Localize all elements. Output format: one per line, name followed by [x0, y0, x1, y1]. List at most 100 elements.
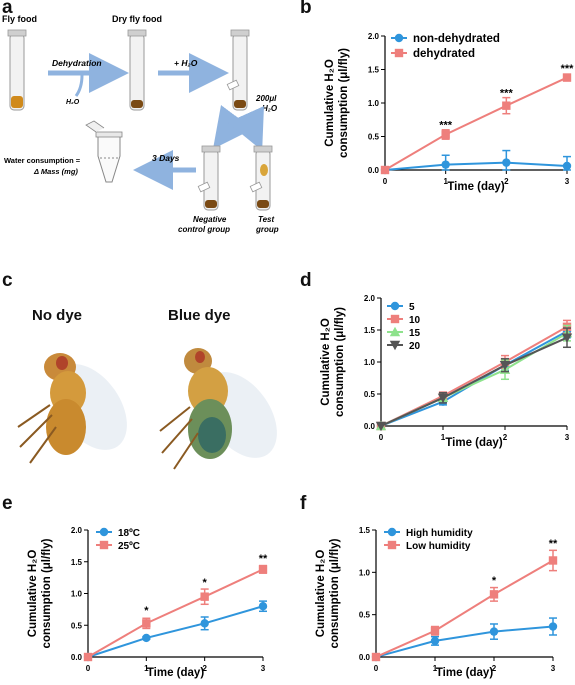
- y-axis-label-line1: Cumulative H₂O: [315, 550, 327, 638]
- data-point: [489, 627, 499, 636]
- data-point: [499, 361, 511, 371]
- data-point: [380, 165, 390, 175]
- data-point: [562, 73, 572, 82]
- legend-marker: [394, 33, 404, 43]
- x-tick-label: 2: [492, 664, 497, 673]
- x-tick-label: 0: [86, 664, 91, 673]
- label-no-dye: No dye: [32, 307, 83, 324]
- significance-mark: *: [492, 575, 497, 587]
- data-point: [258, 602, 268, 611]
- label-negative-1: Negative: [193, 215, 227, 224]
- x-tick-label: 1: [433, 664, 438, 673]
- tube-negative-control: [197, 145, 221, 211]
- data-point: [375, 421, 387, 432]
- schematic-diagram: Fly food Dehydration H₂O Dry fly food + …: [2, 14, 279, 234]
- y-tick-label: 1.5: [359, 526, 371, 535]
- y-axis-label-line2: consumption (μl/fly): [338, 48, 350, 158]
- y-tick-label: 1.0: [359, 568, 371, 577]
- label-plus-h2o: + H₂O: [174, 58, 198, 68]
- y-tick-label: 1.5: [71, 558, 83, 567]
- y-tick-label: 0.0: [368, 166, 380, 175]
- data-point: [430, 636, 440, 646]
- data-point: [200, 592, 209, 601]
- fly-no-dye-photo: [17, 353, 127, 464]
- data-point: [371, 652, 381, 662]
- data-point: [548, 622, 558, 631]
- y-tick-label: 1.0: [364, 358, 376, 367]
- legend-label: 25ºC: [118, 541, 140, 552]
- data-point: [548, 556, 558, 565]
- panel-label-c: c: [2, 270, 13, 291]
- series-line-20: [380, 336, 568, 427]
- y-tick-label: 0.0: [71, 653, 83, 662]
- legend-marker: [390, 314, 400, 324]
- x-axis-label: Time (day): [447, 181, 504, 193]
- chart-e: 0.0 0.5 1.0 1.5 2.0 0 1 2 3 Time (day) Cumulative …: [27, 526, 268, 679]
- legend-marker: [99, 527, 109, 537]
- chart-b: 0.0 0.5 1.0 1.5 2.0 0 1 2 3 Time (day) Cumulative …: [324, 32, 575, 193]
- series-line-non-dehydrated: [384, 161, 568, 171]
- series-line-25ºC: [87, 568, 264, 658]
- legend-marker: [389, 326, 401, 337]
- data-point: [258, 565, 268, 574]
- data-point: [502, 158, 511, 167]
- x-tick-label: 2: [202, 664, 207, 673]
- legend-marker: [99, 540, 109, 550]
- significance-mark: **: [549, 538, 558, 550]
- significance-mark: ***: [439, 119, 453, 131]
- data-point: [441, 130, 450, 139]
- label-three-days: 3 Days: [152, 153, 180, 163]
- y-axis-label-line2: consumption (μl/fly): [41, 538, 53, 648]
- y-axis-label-line1: Cumulative H₂O: [27, 550, 39, 638]
- legend-label: non-dehydrated: [413, 33, 500, 45]
- x-tick-label: 3: [565, 433, 570, 442]
- legend-label: 10: [409, 315, 421, 326]
- tube-test-group: [249, 145, 273, 211]
- x-tick-label: 1: [441, 433, 446, 442]
- y-tick-label: 1.0: [71, 590, 83, 599]
- tube-dry-fly-food: [127, 29, 147, 111]
- label-test-1: Test: [258, 215, 274, 224]
- x-tick-label: 0: [383, 177, 388, 186]
- panel-label-b: b: [300, 0, 312, 18]
- x-tick-label: 2: [503, 433, 508, 442]
- y-tick-label: 2.0: [364, 294, 376, 303]
- significance-mark: *: [203, 577, 208, 589]
- legend-marker: [387, 540, 397, 550]
- y-tick-label: 0.5: [364, 390, 376, 399]
- data-point: [441, 160, 450, 169]
- eppendorf-tube: [85, 120, 123, 183]
- label-water-consumption-2: Δ Mass (mg): [33, 167, 78, 176]
- y-tick-label: 1.0: [368, 99, 380, 108]
- panel-label-d: d: [300, 270, 312, 291]
- y-tick-label: 1.5: [364, 326, 376, 335]
- x-axis-label: Time (day): [147, 667, 204, 679]
- legend-label: 20: [409, 341, 421, 352]
- x-tick-label: 1: [144, 664, 149, 673]
- label-test-2: group: [255, 225, 279, 234]
- y-tick-label: 2.0: [71, 526, 83, 535]
- legend-marker: [390, 301, 400, 311]
- label-negative-2: control group: [178, 225, 230, 234]
- legend-label: Low humidity: [406, 541, 471, 552]
- data-point: [142, 619, 151, 628]
- y-axis-label-line1: Cumulative H₂O: [320, 318, 332, 406]
- legend-label: 15: [409, 328, 421, 339]
- label-volume-1: 200μl: [255, 94, 277, 103]
- y-tick-label: 0.0: [364, 422, 376, 431]
- x-tick-label: 0: [374, 664, 379, 673]
- significance-mark: **: [259, 553, 268, 565]
- data-point: [562, 161, 572, 171]
- series-line-High-humidity: [375, 625, 554, 658]
- data-point: [561, 333, 573, 343]
- label-blue-dye: Blue dye: [168, 307, 231, 324]
- y-tick-label: 0.0: [359, 653, 371, 662]
- legend-label: 5: [409, 302, 415, 313]
- label-dehydration: Dehydration: [52, 58, 102, 68]
- legend-label: dehydrated: [413, 48, 475, 60]
- panel-label-e: e: [2, 493, 13, 514]
- panel-label-a: a: [2, 0, 13, 18]
- x-tick-label: 1: [443, 177, 448, 186]
- x-tick-label: 2: [504, 177, 509, 186]
- significance-mark: ***: [561, 63, 575, 75]
